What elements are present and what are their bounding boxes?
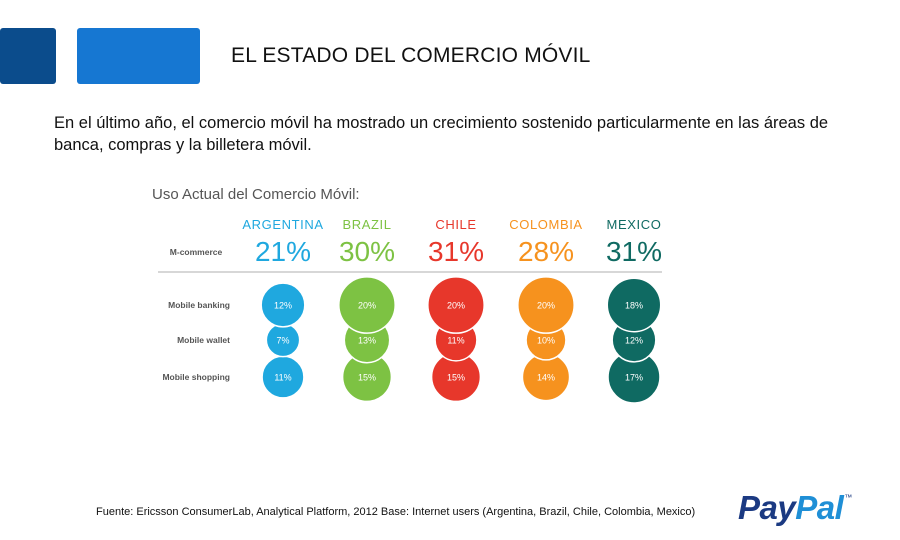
decor-block-dark	[0, 28, 56, 84]
paypal-logo: PayPal™	[738, 489, 852, 526]
headline-value: 31%	[606, 236, 662, 267]
bubble-label: 11%	[274, 373, 291, 383]
bubble-label: 14%	[537, 373, 555, 383]
bubble-label: 15%	[447, 373, 465, 383]
headline-value: 30%	[339, 236, 395, 267]
headline-value: 28%	[518, 236, 574, 267]
intro-text: En el último año, el comercio móvil ha m…	[54, 114, 829, 154]
row-label: Mobile wallet	[177, 335, 230, 345]
page-title: EL ESTADO DEL COMERCIO MÓVIL	[231, 44, 591, 67]
bubble-label: 12%	[625, 336, 643, 346]
column-header: BRAZIL	[342, 217, 391, 232]
bubble-label: 13%	[358, 336, 376, 346]
column-header: MEXICO	[607, 217, 662, 232]
bubble	[427, 276, 485, 334]
bubble-label: 7%	[276, 336, 289, 346]
column-header: CHILE	[435, 217, 476, 232]
bubble-chart: ARGENTINA BRAZIL CHILE COLOMBIA MEXICO M-comm…	[158, 217, 662, 404]
bubble-label: 15%	[358, 373, 376, 383]
bubble-label: 18%	[625, 301, 643, 311]
bubble-label: 20%	[447, 301, 465, 311]
headline-row-label: M-commerce	[170, 247, 223, 257]
row-label: Mobile shopping	[162, 372, 230, 382]
column-header: COLOMBIA	[509, 217, 582, 232]
decor-block-light	[77, 28, 200, 84]
source-note: Fuente: Ericsson ConsumerLab, Analytical…	[96, 506, 696, 518]
bubble-label: 20%	[537, 301, 555, 311]
bubble	[260, 282, 306, 328]
row-label: Mobile banking	[168, 300, 230, 310]
chart-title: Uso Actual del Comercio Móvil:	[152, 186, 360, 203]
bubble	[517, 276, 575, 334]
bubble-label: 12%	[274, 301, 292, 311]
column-header: ARGENTINA	[242, 217, 323, 232]
headline-value: 31%	[428, 236, 484, 267]
bubble	[338, 276, 396, 334]
bubble-label: 17%	[625, 373, 643, 383]
bubble-label: 11%	[447, 336, 464, 346]
headline-value: 21%	[255, 236, 311, 267]
bubble	[606, 277, 662, 333]
bubble-label: 20%	[358, 301, 376, 311]
bubble-label: 10%	[537, 336, 555, 346]
